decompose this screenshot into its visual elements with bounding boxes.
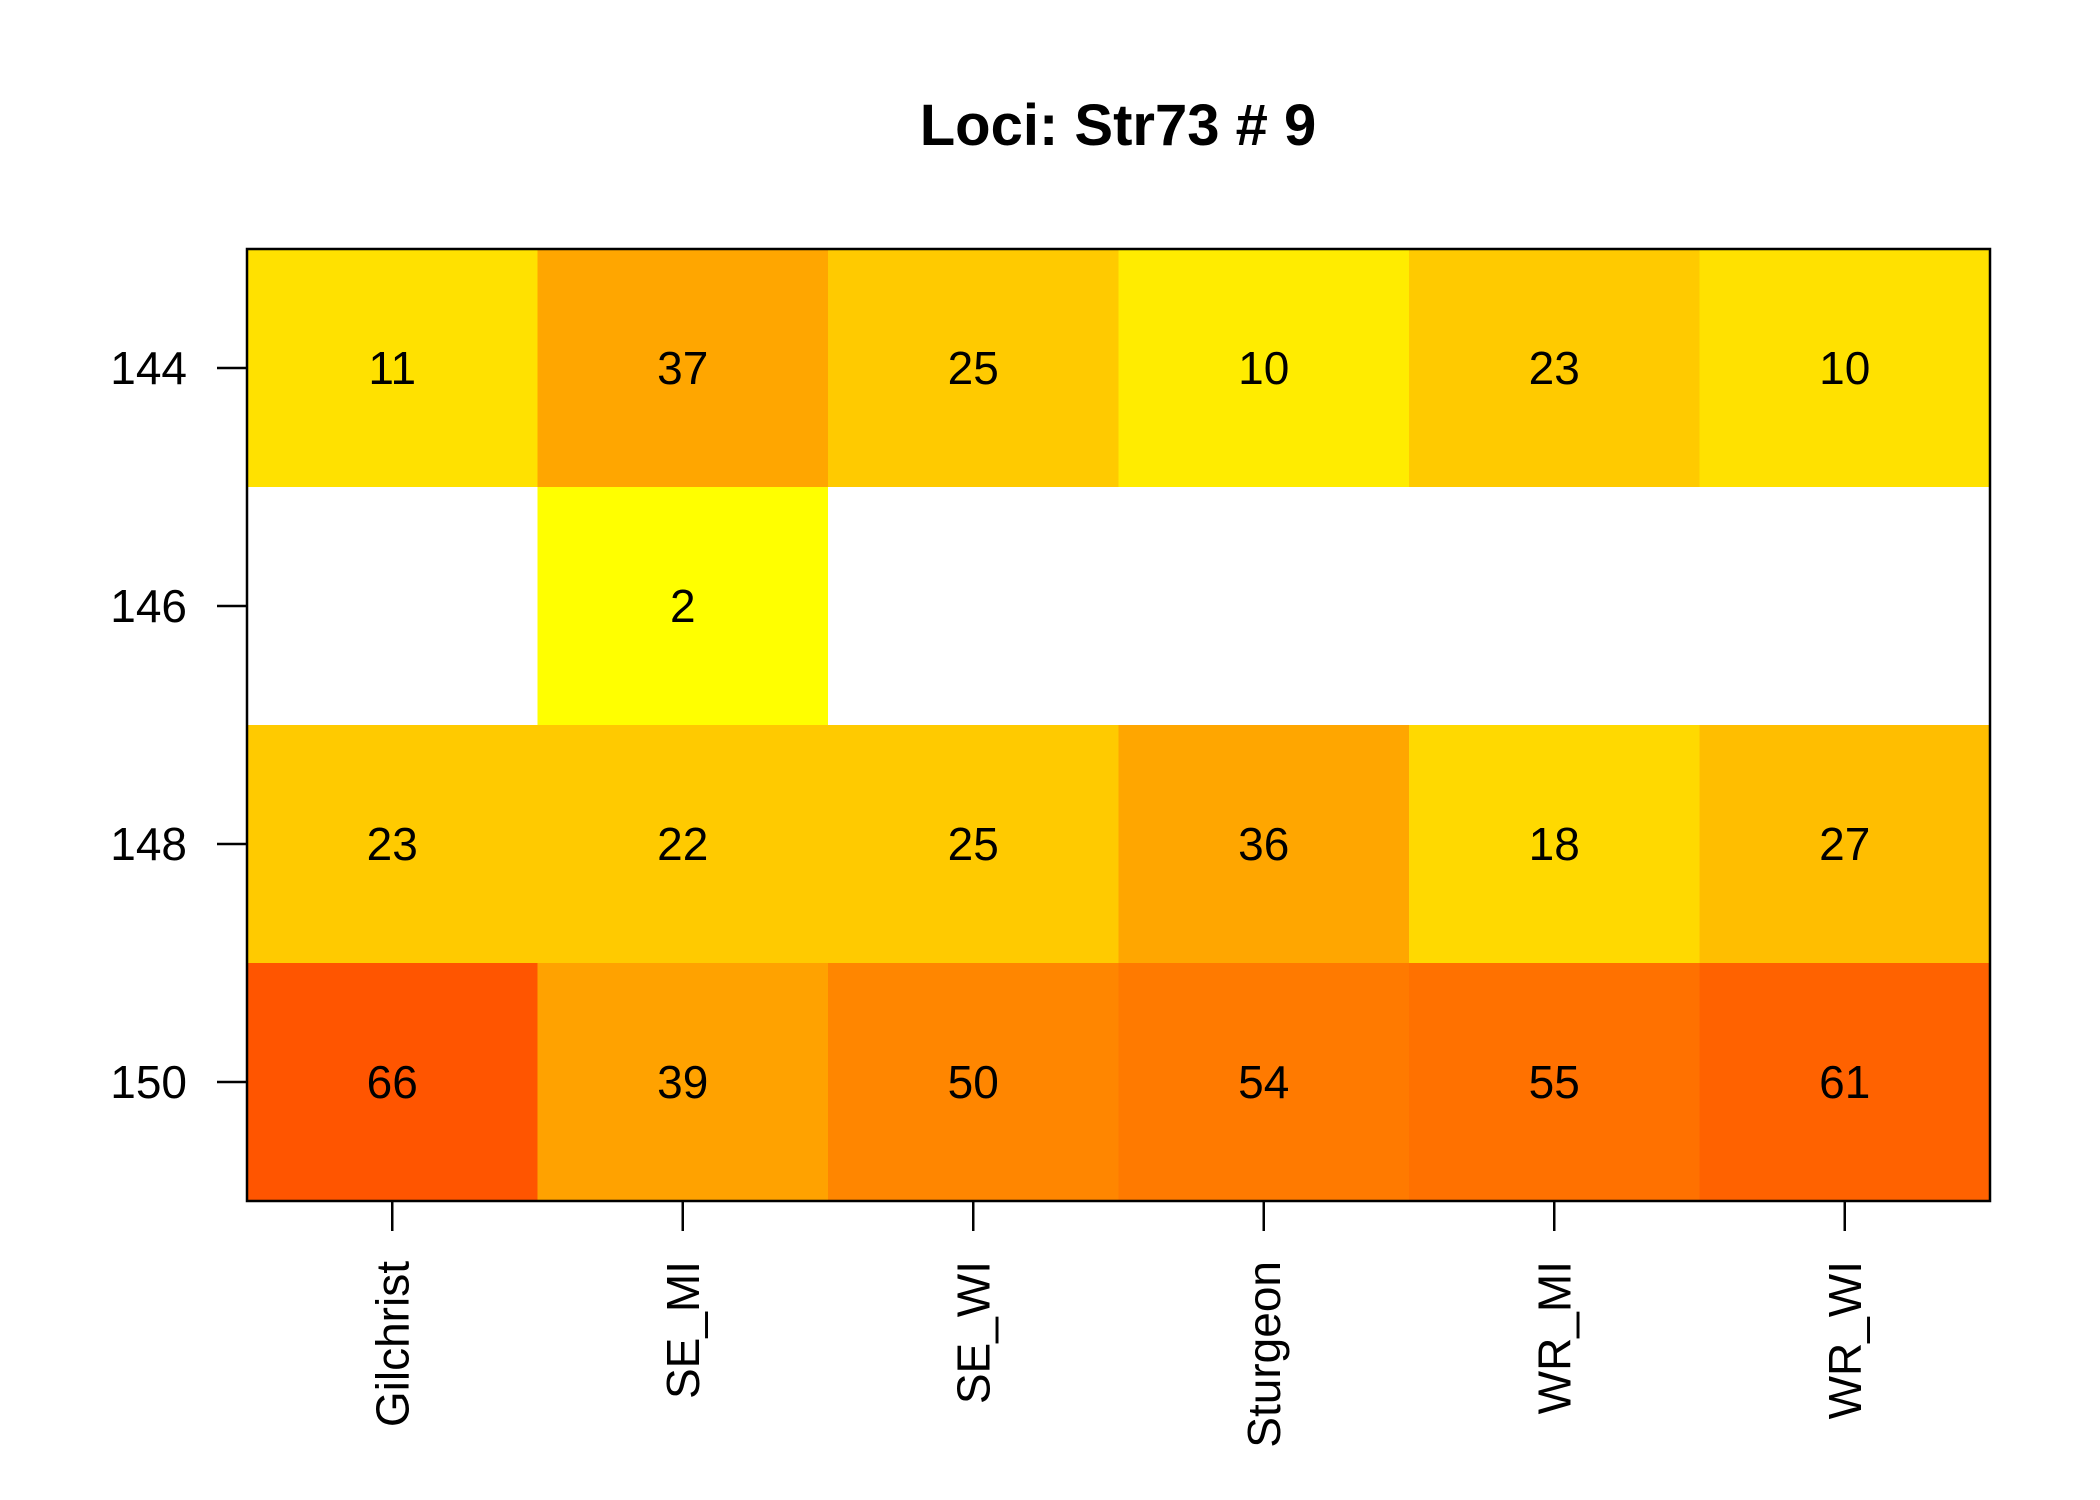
cell-value-label: 55 [1529,1056,1580,1108]
heatmap-cell [1409,963,1701,1202]
x-tick-label: SE_WI [947,1261,999,1404]
cell-value-label: 10 [1819,342,1870,394]
y-tick-label: 144 [110,342,187,394]
heatmap-cell [1118,249,1410,488]
heatmap-cell [828,487,1120,726]
cell-value-label: 54 [1238,1056,1289,1108]
cell-labels: 11 37 25 10 23 10 2 23 22 25 36 18 27 66 39 50 54 55 61 [367,342,1871,1108]
heatmap-cell [247,725,539,964]
heatmap-cell [1118,725,1410,964]
cell-value-label: 23 [1529,342,1580,394]
x-tick-label: Gilchrist [366,1261,418,1427]
x-tick-label: WR_WI [1819,1261,1871,1419]
x-tick-label: WR_MI [1528,1261,1580,1414]
y-tick-label: 150 [110,1056,187,1108]
cell-value-label: 25 [948,342,999,394]
y-tick-label: 148 [110,818,187,870]
cell-value-label: 22 [657,818,708,870]
chart-title: Loci: Str73 # 9 [920,93,1316,158]
cell-value-label: 10 [1238,342,1289,394]
y-tick-label: 146 [110,580,187,632]
cell-value-label: 36 [1238,818,1289,870]
heatmap-cell [828,963,1120,1202]
heatmap-cell [537,725,829,964]
heatmap-cell [1409,725,1701,964]
heatmap-cell [828,725,1120,964]
cell-value-label: 11 [368,342,416,394]
cell-value-label: 66 [367,1056,418,1108]
heatmap-cell [247,963,539,1202]
cell-value-label: 2 [670,580,696,632]
heatmap-cell [247,487,539,726]
heatmap-cell [247,249,539,488]
y-axis: 144 146 148 150 [110,342,247,1108]
heatmap-cell [1699,249,1991,488]
cell-value-label: 27 [1819,818,1870,870]
heatmap-cell [1699,963,1991,1202]
heatmap-cell [1409,249,1701,488]
cell-value-label: 61 [1819,1056,1870,1108]
cell-value-label: 25 [948,818,999,870]
cell-value-label: 37 [657,342,708,394]
x-axis: Gilchrist SE_MI SE_WI Sturgeon WR_MI WR_WI [366,1201,1871,1448]
cell-value-label: 50 [948,1056,999,1108]
x-tick-label: SE_MI [657,1261,709,1399]
heatmap-cell [1118,963,1410,1202]
plot-frame [245,247,1992,1203]
heatmap-cell [1409,487,1701,726]
cell-value-label: 39 [657,1056,708,1108]
heatmap-cell [537,249,829,488]
heatmap-cell [537,963,829,1202]
cell-value-label: 23 [367,818,418,870]
x-tick-label: Sturgeon [1238,1261,1290,1448]
heatmap-cell [828,249,1120,488]
heatmap-cell [537,487,829,726]
heatmap-cells [247,249,1991,1202]
cell-value-label: 18 [1529,818,1580,870]
heatmap-cell [1699,487,1991,726]
heatmap-cell [1699,725,1991,964]
heatmap-cell [1118,487,1410,726]
